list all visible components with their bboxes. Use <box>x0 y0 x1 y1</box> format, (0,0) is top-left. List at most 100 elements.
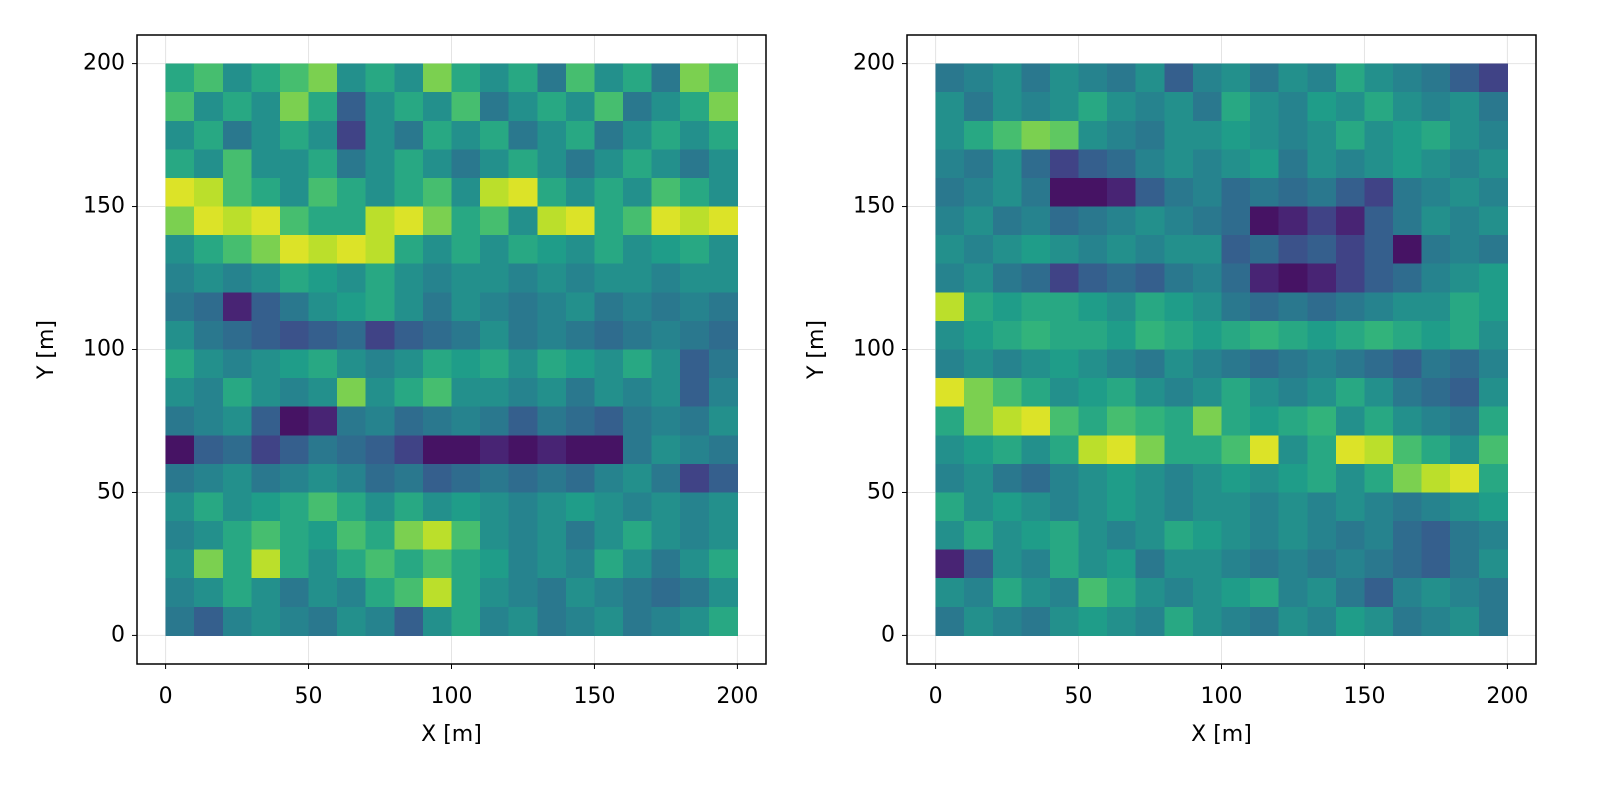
heatmap-cell <box>1192 320 1222 350</box>
heatmap-cell <box>1021 206 1051 236</box>
heatmap-cell <box>680 349 710 379</box>
heatmap-cell <box>222 177 252 208</box>
heatmap-cell <box>537 149 567 179</box>
heatmap-cell <box>394 120 424 150</box>
heatmap-cell <box>337 177 367 208</box>
heatmap-cell <box>1307 320 1337 350</box>
heatmap-cell <box>1478 120 1508 150</box>
heatmap-cell <box>623 120 653 150</box>
heatmap-cell <box>1221 63 1251 93</box>
heatmap-cell <box>451 120 481 150</box>
heatmap-cell <box>1393 149 1423 179</box>
heatmap-cell <box>1021 549 1051 579</box>
heatmap-cell <box>251 549 281 579</box>
heatmap-cell <box>708 63 738 93</box>
heatmap-cell <box>1135 320 1165 350</box>
heatmap-cell <box>594 292 624 322</box>
heatmap-cell <box>1450 492 1480 522</box>
heatmap-cell <box>337 320 367 350</box>
heatmap-cell <box>1192 606 1222 636</box>
heatmap-cell <box>1192 549 1222 579</box>
heatmap-cell <box>1250 292 1280 322</box>
heatmap-cell <box>1450 120 1480 150</box>
heatmap-cell <box>1364 149 1394 179</box>
heatmap-cell <box>992 549 1022 579</box>
heatmap-cell <box>964 435 994 465</box>
heatmap-cell <box>394 320 424 350</box>
heatmap-cell <box>935 120 965 150</box>
heatmap-cell <box>1421 606 1451 636</box>
heatmap-cell <box>480 606 510 636</box>
heatmap-cell <box>1450 292 1480 322</box>
heatmap-cell <box>1192 406 1222 436</box>
heatmap-cell <box>1021 292 1051 322</box>
heatmap-cell <box>992 149 1022 179</box>
heatmap-cell <box>623 463 653 493</box>
heatmap-cell <box>1250 120 1280 150</box>
heatmap-cell <box>565 149 595 179</box>
heatmap-cell <box>222 63 252 93</box>
heatmap-cell <box>565 320 595 350</box>
heatmap-cell <box>365 606 395 636</box>
heatmap-cell <box>451 177 481 208</box>
heatmap-cell <box>1307 435 1337 465</box>
heatmap-cell <box>308 435 338 465</box>
heatmap-cell <box>1393 463 1423 493</box>
heatmap-cell <box>935 235 965 265</box>
heatmap-cell <box>680 606 710 636</box>
heatmap-cell <box>279 292 310 322</box>
x-tick-label: 0 <box>159 684 173 709</box>
heatmap-cell <box>708 149 738 179</box>
heatmap-cell <box>1021 606 1051 636</box>
heatmap-cell <box>480 492 510 522</box>
heatmap-cell <box>1164 263 1194 293</box>
heatmap-cell <box>1307 177 1337 208</box>
heatmap-cell <box>708 120 738 150</box>
heatmap-cell <box>451 463 481 493</box>
heatmap-cell <box>508 120 538 150</box>
y-tick-label: 200 <box>853 51 895 76</box>
heatmap-cell <box>1421 492 1451 522</box>
heatmap-cell <box>165 149 195 179</box>
heatmap-cell <box>1478 349 1508 379</box>
heatmap-cell <box>165 349 195 379</box>
heatmap-cell <box>537 549 567 579</box>
heatmap-cell <box>1221 206 1251 236</box>
heatmap-cell <box>1250 63 1280 93</box>
heatmap-cell <box>594 320 624 350</box>
heatmap-cell <box>194 378 224 408</box>
heatmap-cell <box>680 320 710 350</box>
heatmap-cell <box>365 320 395 350</box>
heatmap-cell <box>422 463 452 493</box>
heatmap-cell <box>1364 378 1394 408</box>
heatmap-cell <box>1164 549 1194 579</box>
heatmap-cell <box>651 149 681 179</box>
heatmap-cell <box>1278 235 1308 265</box>
heatmap-cell <box>394 235 424 265</box>
heatmap-cell <box>1021 177 1051 208</box>
heatmap-cell <box>1450 521 1480 551</box>
heatmap-cell <box>480 406 510 436</box>
heatmap-cell <box>1164 606 1194 636</box>
heatmap-cell <box>708 492 738 522</box>
heatmap-cell <box>337 435 367 465</box>
heatmap-cell <box>337 406 367 436</box>
heatmap-cell <box>1393 549 1423 579</box>
heatmap-cell <box>1192 120 1222 150</box>
heatmap-cell <box>1078 292 1108 322</box>
heatmap-cell <box>935 63 965 93</box>
heatmap-cell <box>1192 435 1222 465</box>
heatmap-cell <box>964 320 994 350</box>
heatmap-cell <box>537 349 567 379</box>
heatmap-cell <box>964 263 994 293</box>
heatmap-cell <box>1078 463 1108 493</box>
heatmap-cell <box>1221 292 1251 322</box>
heatmap-cell <box>365 149 395 179</box>
heatmap-cell <box>222 292 252 322</box>
heatmap-cell <box>594 521 624 551</box>
heatmap-cell <box>935 406 965 436</box>
x-tick-label: 200 <box>716 684 758 709</box>
heatmap-cell <box>1364 292 1394 322</box>
heatmap-cell <box>651 492 681 522</box>
heatmap-cell <box>565 263 595 293</box>
